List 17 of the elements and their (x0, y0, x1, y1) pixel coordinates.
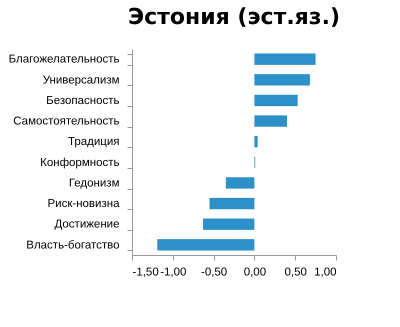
y-tick-label: Достижение (54, 218, 120, 231)
x-tick-label: -1,50 (132, 266, 159, 278)
y-tick-label: Универсализм (42, 74, 120, 86)
y-tick-label: Власть-богатство (26, 239, 120, 252)
x-tick-label: -1,00 (160, 266, 186, 278)
x-tick-label: 0,50 (284, 266, 307, 278)
y-tick-label: Традиция (68, 136, 120, 148)
y-tick-label: Благожелательность (8, 54, 120, 66)
y-tick-label: Безопасность (46, 94, 120, 107)
y-tick-label: Самостоятельность (13, 116, 120, 128)
y-tick-label: Конформность (40, 156, 120, 169)
x-tick-label: 1,00 (314, 266, 336, 278)
chart-title: Эстония (эст.яз.) (128, 5, 340, 30)
y-tick-label: Риск-новизна (47, 198, 120, 210)
y-tick-label: Гедонизм (68, 177, 120, 190)
x-tick-label: 0,00 (244, 266, 266, 278)
x-tick-label: -0,50 (200, 266, 228, 278)
